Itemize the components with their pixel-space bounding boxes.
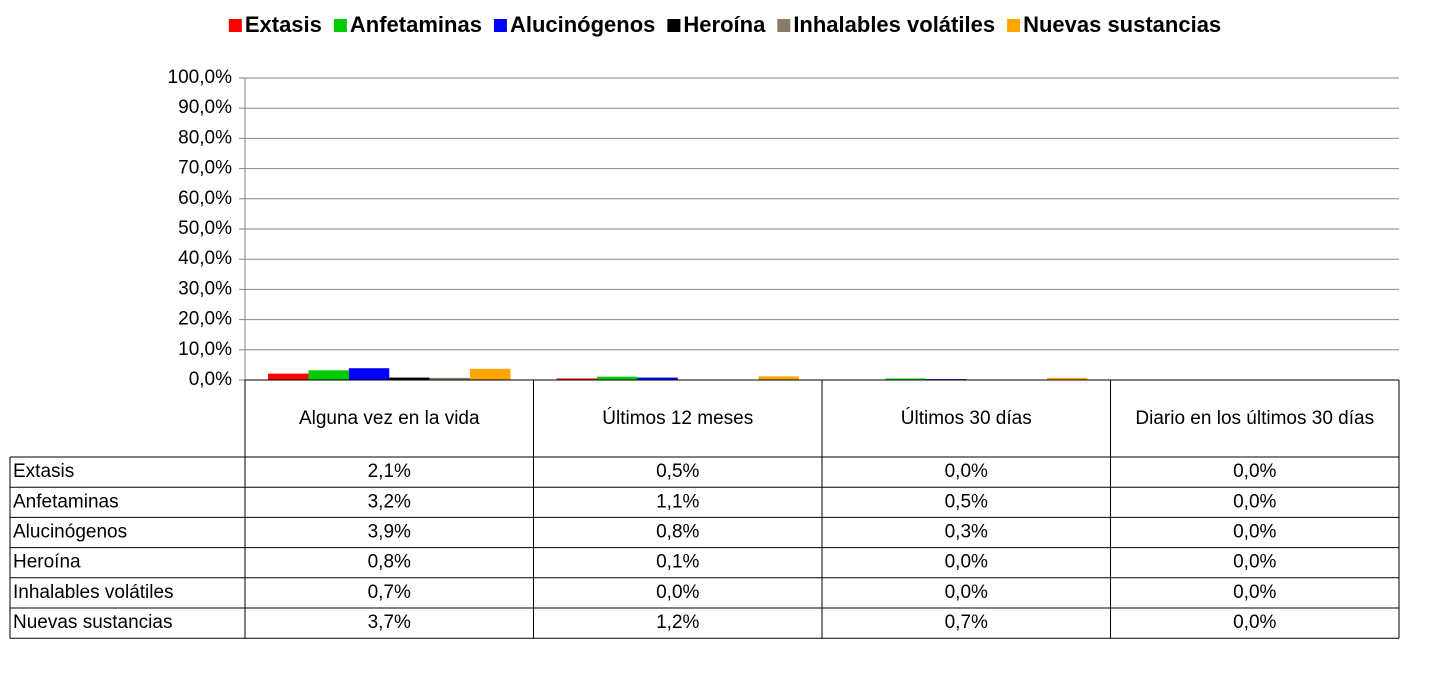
table-value: 0,0%	[945, 461, 988, 482]
x-tick-label: Alguna vez en la vida	[298, 407, 480, 429]
table-value: 0,0%	[1233, 582, 1276, 603]
legend-label: Anfetaminas	[350, 12, 482, 37]
bar	[637, 377, 678, 380]
table-value: 0,7%	[945, 612, 988, 633]
bar	[348, 368, 390, 380]
row-label: Extasis	[13, 461, 74, 482]
table-value: 0,0%	[1233, 522, 1276, 543]
legend-label: Nuevas sustancias	[1023, 12, 1221, 37]
row-label: Heroína	[13, 552, 81, 573]
y-tick-label: 50,0%	[178, 218, 232, 239]
legend-swatch	[1007, 19, 1021, 32]
legend-swatch	[777, 19, 791, 32]
legend-swatch	[667, 19, 681, 32]
table-value: 0,0%	[1233, 491, 1276, 512]
table-value: 0,0%	[945, 582, 988, 603]
table-value: 0,1%	[656, 552, 699, 573]
table-value: 0,5%	[656, 461, 699, 482]
legend-label: Heroína	[683, 12, 766, 37]
x-tick-label: Últimos 12 meses	[602, 407, 754, 429]
y-tick-label: 10,0%	[178, 339, 232, 360]
legend-swatch	[228, 19, 242, 32]
bar	[1047, 377, 1088, 380]
table-value: 3,9%	[368, 522, 411, 543]
x-tick-label: Últimos 30 días	[900, 407, 1032, 429]
y-tick-label: 20,0%	[178, 309, 232, 330]
y-tick-label: 0,0%	[189, 369, 232, 390]
table-value: 0,8%	[368, 552, 411, 573]
x-tick-label: Diario en los últimos 30 días	[1135, 407, 1375, 429]
legend-label: Inhalables volátiles	[793, 12, 995, 37]
bar	[885, 378, 926, 380]
row-label: Inhalables volátiles	[13, 582, 174, 603]
table-value: 1,2%	[656, 612, 699, 633]
legend-label: Alucinógenos	[510, 12, 655, 37]
table-value: 0,5%	[945, 491, 988, 512]
table-value: 3,7%	[368, 612, 411, 633]
row-label: Alucinógenos	[13, 522, 127, 543]
y-tick-label: 70,0%	[178, 158, 232, 179]
category-cell: Últimos 30 días	[900, 407, 1032, 429]
bar	[429, 377, 471, 380]
bar	[268, 373, 309, 380]
category-cell: Últimos 12 meses	[602, 407, 754, 429]
y-tick-label: 100,0%	[168, 67, 233, 88]
bar	[556, 378, 597, 380]
table-value: 1,1%	[656, 491, 699, 512]
bar	[596, 376, 638, 380]
bar	[758, 376, 799, 380]
table-value: 0,8%	[656, 522, 699, 543]
legend-swatch	[493, 19, 507, 32]
category-cell: Diario en los últimos 30 días	[1135, 407, 1375, 429]
row-label: Anfetaminas	[13, 491, 119, 512]
table-value: 0,0%	[656, 582, 699, 603]
bar	[389, 377, 430, 380]
y-tick-label: 90,0%	[178, 97, 232, 118]
y-tick-label: 80,0%	[178, 127, 232, 148]
row-label: Nuevas sustancias	[13, 612, 172, 633]
table-value: 0,0%	[945, 552, 988, 573]
table-value: 0,7%	[368, 582, 411, 603]
y-tick-label: 40,0%	[178, 248, 232, 269]
y-tick-label: 30,0%	[178, 278, 232, 299]
table-value: 0,3%	[945, 522, 988, 543]
table-value: 2,1%	[368, 461, 411, 482]
category-cell: Alguna vez en la vida	[298, 407, 480, 429]
y-tick-label: 60,0%	[178, 188, 232, 209]
legend-swatch	[333, 19, 347, 32]
table-value: 3,2%	[368, 491, 411, 512]
bar	[470, 368, 511, 380]
table-value: 0,0%	[1233, 612, 1276, 633]
table-value: 0,0%	[1233, 552, 1276, 573]
table-value: 0,0%	[1233, 461, 1276, 482]
legend-label: Extasis	[245, 12, 322, 37]
bar	[308, 370, 349, 380]
